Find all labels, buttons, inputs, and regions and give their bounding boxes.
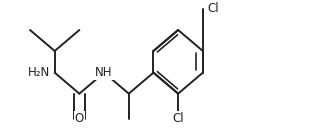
Text: O: O [75, 112, 84, 125]
Text: H₂N: H₂N [28, 66, 50, 79]
Text: Cl: Cl [172, 112, 184, 125]
Text: Cl: Cl [207, 2, 219, 15]
Text: NH: NH [95, 66, 113, 79]
